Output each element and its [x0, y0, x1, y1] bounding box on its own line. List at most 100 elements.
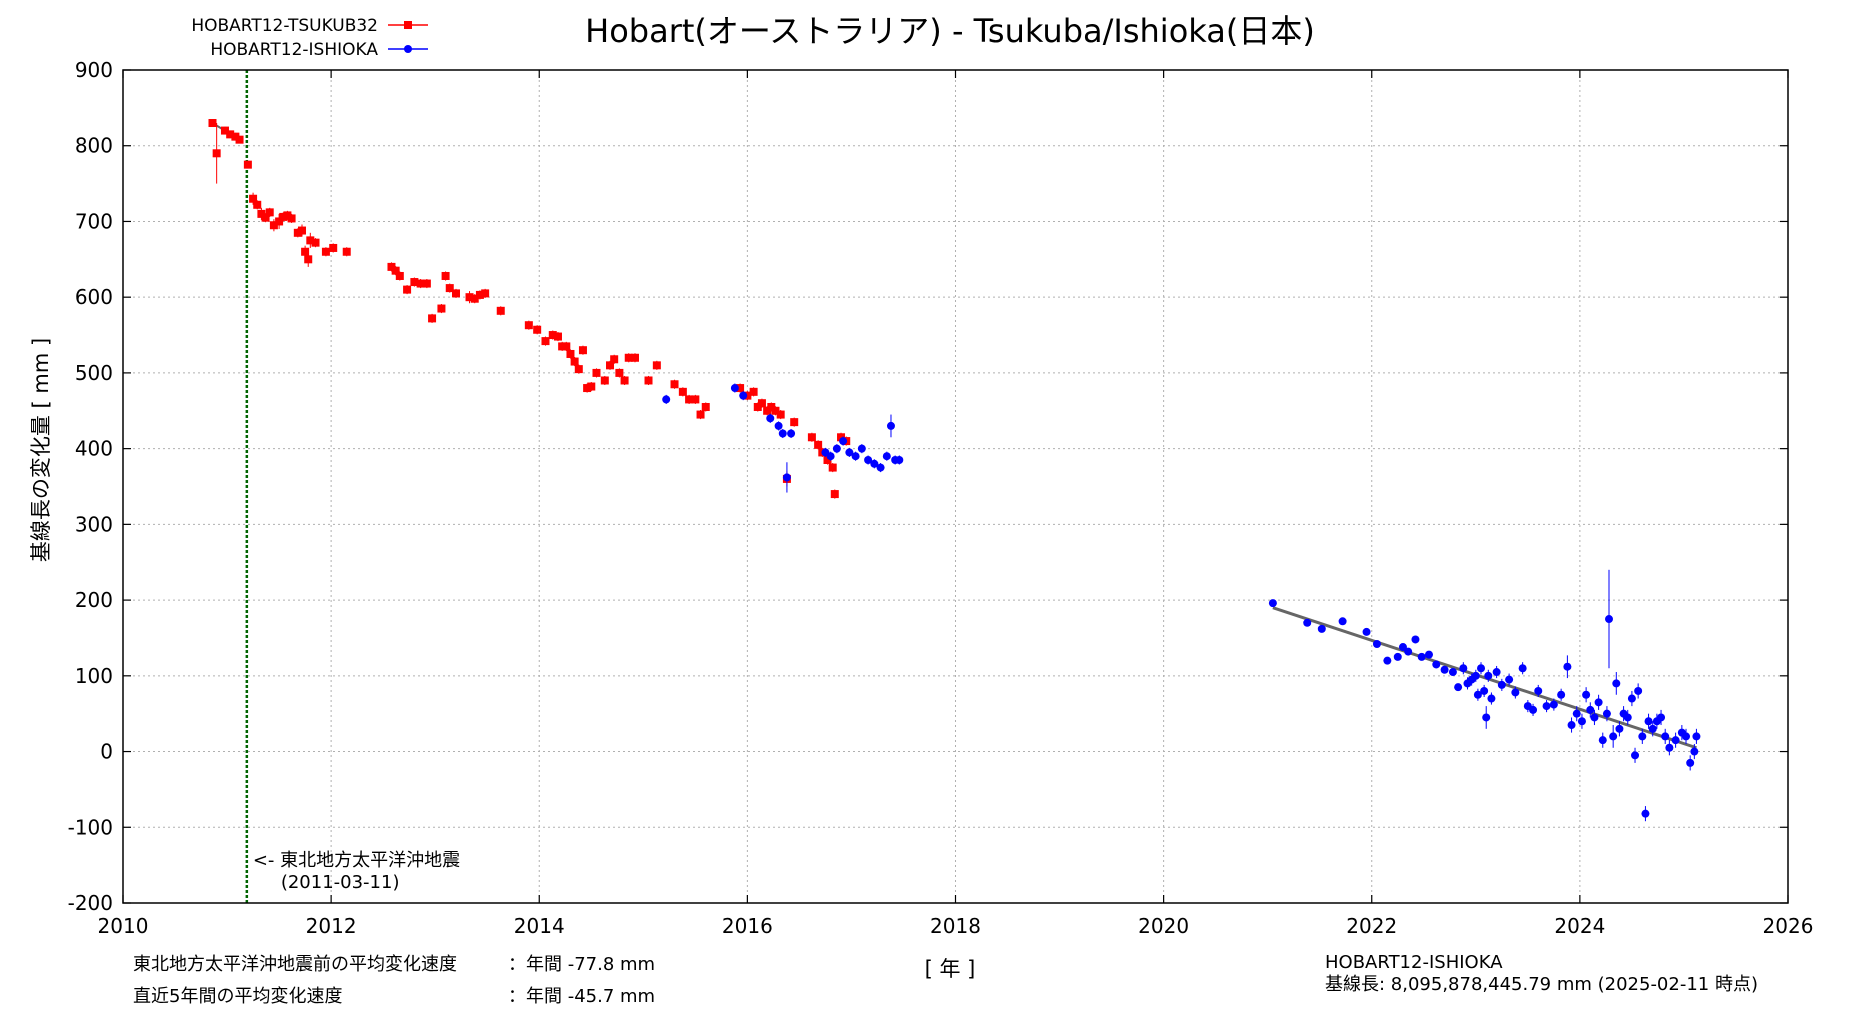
data-point [644, 375, 653, 386]
x-tick-label: 2014 [514, 914, 565, 938]
point-marker [1605, 615, 1614, 624]
point-marker [1692, 732, 1701, 741]
point-marker [1572, 709, 1581, 718]
point-marker [422, 279, 431, 288]
point-marker [624, 353, 633, 362]
data-point [1609, 725, 1618, 748]
point-marker [297, 226, 306, 235]
earthquake-date: (2011-03-11) [281, 872, 400, 893]
data-point [452, 288, 460, 298]
point-marker [235, 135, 244, 144]
point-marker [1471, 671, 1480, 680]
point-marker [826, 452, 835, 461]
point-marker [1404, 647, 1413, 656]
data-point [235, 135, 244, 144]
point-marker [670, 380, 679, 389]
data-point [481, 288, 490, 298]
data-point [465, 291, 474, 304]
data-point [845, 447, 854, 457]
data-point [1424, 650, 1433, 659]
data-point [592, 368, 601, 378]
point-marker [857, 444, 866, 453]
data-point [678, 387, 687, 397]
point-marker [610, 355, 619, 364]
point-marker [541, 337, 550, 346]
point-marker [1497, 680, 1506, 689]
point-marker [837, 433, 846, 442]
point-marker [533, 325, 542, 334]
trend-lines [211, 122, 1697, 750]
data-point [1612, 672, 1621, 695]
data-point [652, 360, 661, 370]
point-marker [1557, 690, 1566, 699]
point-marker [1671, 736, 1680, 745]
point-marker [1594, 698, 1603, 707]
point-marker [1518, 664, 1527, 673]
data-point [578, 345, 587, 355]
point-marker [823, 455, 832, 464]
y-tick-label: -100 [68, 815, 113, 839]
data-point [701, 402, 710, 412]
point-marker [662, 395, 671, 404]
point-marker [782, 473, 791, 482]
data-point [807, 432, 816, 442]
data-point [470, 294, 479, 304]
point-marker [1549, 700, 1558, 709]
data-point [828, 463, 837, 473]
data-point [1404, 647, 1413, 656]
point-marker [253, 200, 262, 209]
point-marker [615, 368, 624, 377]
point-marker [763, 406, 772, 415]
point-marker [279, 212, 288, 221]
data-point [1586, 702, 1595, 718]
point-marker [870, 459, 879, 468]
point-marker [1634, 686, 1643, 695]
point-marker [465, 293, 474, 302]
x-tick-label: 2018 [930, 914, 981, 938]
point-marker [851, 452, 860, 461]
data-point [275, 213, 284, 230]
point-marker [1648, 724, 1657, 733]
point-marker [1303, 618, 1312, 627]
point-marker [1590, 713, 1599, 722]
data-point [1671, 732, 1680, 748]
point-marker [1268, 599, 1277, 608]
point-marker [739, 391, 748, 400]
data-point [548, 330, 557, 340]
point-marker [830, 490, 839, 499]
data-point [1549, 698, 1558, 711]
point-marker [1448, 668, 1457, 677]
data-point [1432, 660, 1441, 669]
data-point [743, 391, 752, 401]
data-point [771, 406, 780, 416]
data-point [231, 132, 240, 141]
point-marker [1440, 665, 1449, 674]
point-marker [736, 384, 745, 393]
rate-before-value: ：年間 -77.8 mm [508, 954, 655, 975]
data-point [249, 192, 258, 205]
point-marker [864, 455, 873, 464]
data-point [1480, 684, 1489, 698]
point-marker [220, 126, 229, 135]
data-point [1383, 656, 1392, 665]
y-tick-label: 800 [75, 134, 113, 158]
point-marker [1657, 713, 1666, 722]
data-point [395, 271, 404, 281]
data-point [541, 336, 550, 346]
data-point [524, 320, 533, 330]
data-point [1602, 706, 1611, 722]
point-marker [1487, 694, 1496, 703]
point-marker [1631, 751, 1640, 760]
data-point [1692, 728, 1701, 744]
axis-ticks: 2010 2012 2014 2016 2018 2020 2022 2024 2026 -200… [68, 58, 1814, 938]
data-point [283, 210, 292, 220]
data-point [1577, 713, 1586, 729]
point-marker [730, 384, 739, 393]
point-marker [606, 361, 615, 370]
point-marker [678, 387, 687, 396]
point-marker [452, 289, 460, 298]
data-point [212, 123, 221, 184]
point-marker [329, 243, 338, 252]
data-point [1563, 655, 1572, 679]
point-marker [691, 395, 700, 404]
